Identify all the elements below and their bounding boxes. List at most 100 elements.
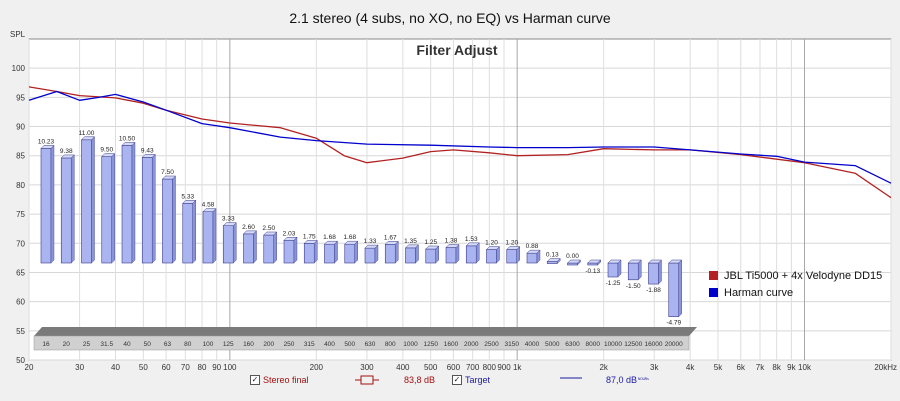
y-axis-label: SPL	[10, 30, 26, 39]
eq-band-frequency: 16000	[644, 341, 662, 348]
y-tick-label: 50	[16, 356, 25, 365]
eq-gain-label: 1.75	[303, 233, 316, 240]
eq-bar	[567, 262, 578, 266]
eq-band-frequency: 2000	[464, 341, 479, 348]
eq-gain-label: 0.00	[566, 253, 579, 260]
x-tick-label: 30	[75, 363, 84, 372]
eq-bar	[607, 262, 619, 278]
eq-bar	[182, 203, 194, 264]
eq-bar-side	[597, 259, 601, 266]
eq-gain-label: 5.33	[181, 193, 194, 200]
eq-bar-side	[293, 236, 298, 264]
eq-bar-side	[131, 141, 136, 264]
eq-bar	[60, 157, 72, 264]
eq-bar-side	[658, 259, 662, 285]
eq-bar	[364, 247, 376, 264]
eq-gain-label: 0.13	[546, 252, 559, 259]
eq-bar	[627, 262, 639, 281]
eq-bar	[243, 233, 254, 264]
eq-gain-label: 1.53	[465, 236, 478, 243]
y-tick-label: 90	[16, 123, 25, 132]
eq-bar-side	[374, 244, 379, 264]
eq-bar	[81, 139, 92, 264]
y-tick-label: 55	[16, 327, 25, 336]
eq-bar-side	[678, 259, 682, 318]
x-tick-label: 20	[25, 363, 34, 372]
legend-label: JBL Ti5000 + 4x Velodyne DD15	[724, 270, 882, 282]
eq-band-frequency: 20000	[665, 341, 683, 348]
panel-title: Filter Adjust	[416, 42, 497, 58]
x-tick-label: 2k	[599, 363, 608, 372]
x-tick-label: 500	[424, 363, 438, 372]
eq-bar	[405, 247, 416, 264]
eq-bar	[546, 261, 558, 264]
eq-bar-side	[617, 259, 622, 278]
eq-gain-label: -1.88	[646, 287, 661, 294]
x-tick-label: 300	[360, 363, 374, 372]
x-tick-label: 70	[181, 363, 190, 372]
eq-band-frequency: 500	[344, 341, 355, 348]
level-curve-icon	[355, 375, 379, 385]
eq-bar	[445, 247, 457, 264]
series-lines	[28, 86, 892, 199]
eq-band-frequency: 20	[63, 341, 71, 348]
y-tick-label: 75	[16, 210, 25, 219]
eq-bar-side	[233, 222, 237, 264]
plot-area	[28, 38, 892, 361]
eq-bar-side	[415, 244, 419, 264]
eq-band-frequency: 63	[164, 341, 172, 348]
eq-gain-label: 11.00	[79, 130, 95, 137]
eq-band-frequency: 16	[42, 341, 50, 348]
x-tick-labels: 20 30 40 50 60 70 80 90 100 200 300 400 500 600 700 800…	[25, 363, 897, 372]
target-unit-small: ᴺᴼᵁᴿˢ	[638, 377, 649, 383]
target-checkbox[interactable]: ✓	[452, 375, 462, 385]
eq-bar	[344, 243, 356, 264]
eq-bar-side	[577, 259, 581, 266]
eq-bar	[648, 262, 659, 285]
eq-band-frequency: 125	[223, 341, 234, 348]
eq-band-frequency: 6300	[565, 341, 580, 348]
eq-bar-side	[557, 258, 561, 265]
x-tick-label: 8k	[772, 363, 781, 372]
target-line-icon	[560, 375, 582, 381]
eq-band-frequency: 160	[243, 341, 254, 348]
x-tick-label: 20kHz	[874, 363, 897, 372]
x-tick-label: 80	[198, 363, 207, 372]
y-tick-label: 95	[16, 93, 25, 102]
eq-band-frequency: 630	[365, 341, 376, 348]
eq-gain-label: -0.13	[585, 268, 600, 275]
eq-bar	[283, 239, 295, 264]
eq-bar-side	[638, 259, 642, 281]
eq-band-frequency: 400	[324, 341, 335, 348]
y-tick-label: 65	[16, 268, 25, 277]
eq-bar	[486, 249, 497, 264]
eq-gain-label: -4.79	[666, 320, 681, 327]
eq-bar	[324, 243, 335, 264]
eq-bar-side	[516, 246, 520, 264]
eq-band-frequency: 100	[203, 341, 214, 348]
stereo-final-toggle[interactable]: ✓ Stereo final	[250, 375, 309, 385]
eq-band-frequency: 8000	[586, 341, 601, 348]
x-tick-label: 5k	[714, 363, 723, 372]
eq-gain-label: 2.03	[283, 230, 296, 237]
eq-bar-side	[455, 244, 460, 264]
eq-band-frequency: 25	[83, 341, 91, 348]
x-tick-label: 900	[497, 363, 511, 372]
target-toggle[interactable]: ✓ Target	[452, 375, 490, 385]
x-tick-label: 3k	[650, 363, 659, 372]
eq-bar-side	[212, 208, 217, 264]
eq-gain-label: 1.68	[343, 234, 356, 241]
eq-gain-label: -1.25	[606, 280, 621, 287]
chart-title: 2.1 stereo (4 subs, no XO, no EQ) vs Har…	[289, 10, 611, 26]
x-tick-label: 200	[310, 363, 324, 372]
eq-bar-side	[354, 240, 358, 264]
x-tick-label: 6k	[737, 363, 746, 372]
eq-bar-side	[111, 153, 115, 264]
stereo-final-level-control[interactable]	[355, 375, 379, 385]
y-tick-label: 70	[16, 239, 25, 248]
stereo-final-checkbox[interactable]: ✓	[250, 375, 260, 385]
eq-bar-side	[536, 249, 541, 264]
x-tick-label: 100	[223, 363, 237, 372]
legend-swatch	[709, 288, 718, 297]
